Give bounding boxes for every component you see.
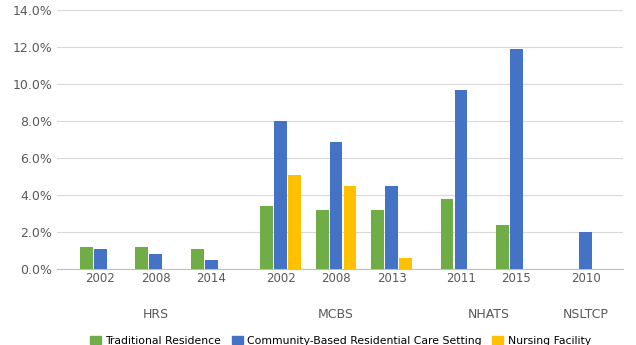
Bar (135, 247, 148, 269)
Bar (579, 232, 592, 269)
Bar (260, 206, 273, 269)
Bar (385, 186, 398, 269)
Bar (510, 49, 523, 269)
Bar (80, 247, 93, 269)
Text: HRS: HRS (142, 308, 169, 321)
Bar (441, 199, 453, 269)
Bar (191, 249, 204, 269)
Text: NSLTCP: NSLTCP (563, 308, 609, 321)
Bar (274, 121, 287, 269)
Bar (343, 186, 356, 269)
Bar (329, 141, 342, 269)
Legend: Traditional Residence, Community-Based Residential Care Setting, Nursing Facilit: Traditional Residence, Community-Based R… (85, 332, 595, 345)
Bar (496, 225, 509, 269)
Bar (455, 90, 467, 269)
Text: MCBS: MCBS (318, 308, 354, 321)
Bar (399, 258, 412, 269)
Bar (205, 260, 218, 269)
Text: NHATS: NHATS (467, 308, 509, 321)
Bar (288, 175, 301, 269)
Bar (371, 210, 384, 269)
Bar (149, 254, 162, 269)
Bar (94, 249, 107, 269)
Bar (316, 210, 329, 269)
